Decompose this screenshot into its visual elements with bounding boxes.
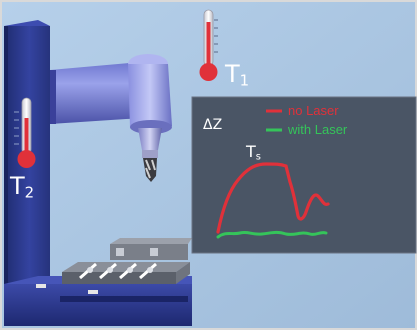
spindle-arm (50, 62, 142, 124)
curve-no-laser (216, 162, 330, 234)
label-ts: Ts (246, 142, 261, 163)
legend-with-laser: with Laser (288, 122, 348, 137)
thermometer-icon (199, 9, 218, 81)
spindle-icon (138, 128, 162, 182)
spindle-head (128, 54, 172, 134)
label-t2: T2 (10, 172, 35, 202)
thermometer-icon (14, 97, 36, 168)
bed-foot-mark (88, 290, 98, 294)
label-t1: T1 (225, 60, 250, 90)
workpiece-fixture-icon (62, 238, 192, 284)
label-delta-z: ΔZ (203, 117, 223, 133)
curve-with-laser (216, 230, 328, 239)
thermal-drift-graph-panel (191, 96, 417, 254)
legend-no-laser: no Laser (288, 103, 339, 118)
bed-foot-mark (36, 284, 46, 288)
